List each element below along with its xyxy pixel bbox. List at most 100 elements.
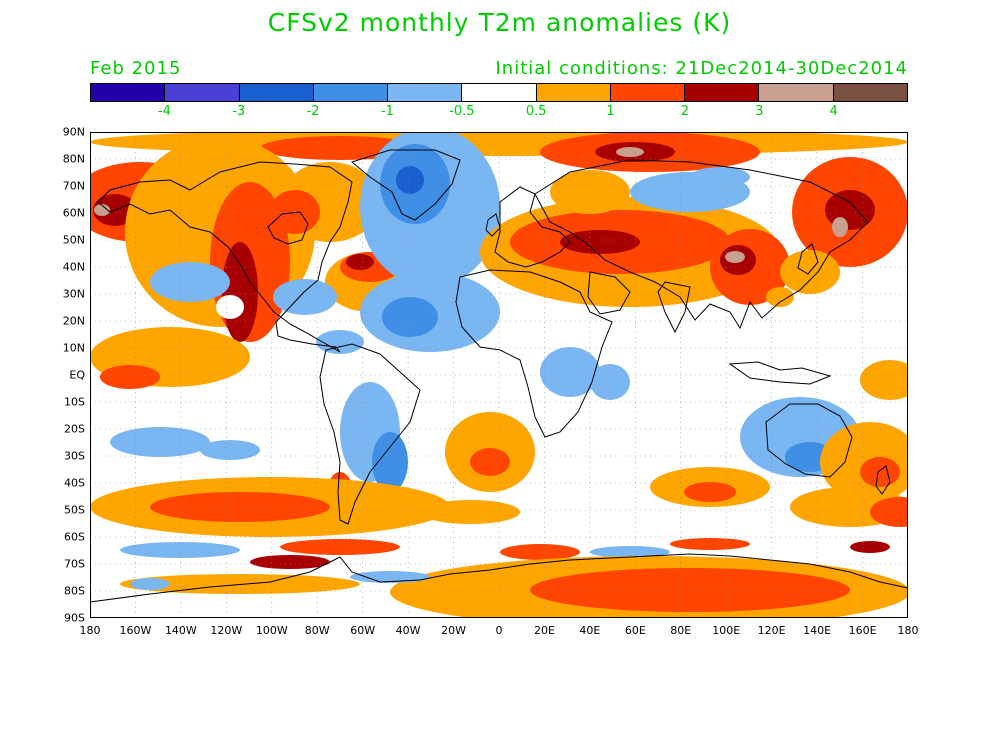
coastlines [90, 149, 908, 603]
colorbar-segment [313, 84, 389, 101]
colorbar-tick-label: 4 [829, 104, 838, 119]
colorbar-tick-label: -0.5 [449, 104, 475, 119]
map-frame [90, 132, 908, 618]
colorbar-segment [610, 84, 686, 101]
colorbar-tick-label: 2 [680, 104, 690, 119]
anomaly-region [120, 542, 240, 558]
colorbar-tick-label: 1 [606, 104, 615, 119]
colorbar-tick-label: 3 [755, 104, 764, 119]
latitude-label: 40S [64, 476, 85, 490]
anomaly-region [684, 482, 736, 502]
anomaly-region [372, 432, 408, 492]
anomaly-region [346, 254, 374, 270]
anomaly-region [316, 330, 364, 354]
colorbar-tick-label: 0.5 [525, 104, 547, 119]
anomaly-region [250, 555, 330, 569]
coastline-europe [494, 186, 571, 268]
latitude-label: 20N [62, 314, 85, 328]
coastline-new-zealand [875, 465, 891, 495]
longitude-label: 120W [210, 624, 243, 637]
latitude-label: 60S [64, 530, 85, 544]
anomaly-region [382, 297, 438, 337]
latitude-label: 80S [64, 584, 85, 598]
anomaly-region [273, 279, 337, 315]
anomaly-fields [90, 132, 908, 618]
coastline-arabia [587, 271, 631, 315]
colorbar-tick-label: -3 [232, 104, 246, 119]
coastline-japan [797, 243, 819, 275]
latitude-label: 90N [62, 125, 85, 139]
colorbar-tick-label: -2 [306, 104, 320, 119]
colorbar-segment [388, 84, 463, 101]
longitude-label: 80E [670, 624, 692, 637]
anomaly-region [766, 287, 794, 307]
latitude-label: 40N [62, 260, 85, 274]
coastline-greenland [350, 149, 461, 221]
latitude-label: 70S [64, 557, 85, 571]
anomaly-region [850, 541, 890, 553]
latitude-label: 10N [62, 341, 85, 355]
anomaly-region [420, 500, 520, 524]
coastline-south-america [319, 343, 421, 525]
anomaly-region [216, 295, 244, 319]
anomaly-region [200, 440, 260, 460]
colorbar-segment [759, 84, 834, 101]
latitude-label: 60N [62, 206, 85, 220]
anomaly-region [560, 230, 640, 254]
anomaly-region [500, 544, 580, 560]
longitude-label: 160W [119, 624, 152, 637]
colorbar-segment [833, 84, 907, 101]
anomaly-region [690, 167, 750, 187]
longitude-label: 40E [579, 624, 601, 637]
anomaly-region [860, 360, 908, 400]
longitude-label: 60E [624, 624, 646, 637]
anomaly-region [590, 364, 630, 400]
latitude-label: EQ [69, 368, 85, 382]
colorbar-segment [165, 84, 240, 101]
longitude-label: 100W [255, 624, 288, 637]
latitude-label: 80N [62, 152, 85, 166]
anomaly-region [530, 568, 850, 612]
coastline-uk [485, 213, 501, 237]
forecast-month: Feb 2015 [90, 58, 182, 79]
longitude-label: 20W [441, 624, 466, 637]
colorbar-tick-label: -4 [157, 104, 171, 119]
longitude-label: 140E [803, 624, 832, 637]
colorbar-segment [685, 84, 760, 101]
latitude-label: 20S [64, 422, 85, 436]
colorbar-segment [536, 84, 611, 101]
longitude-label: 180 [897, 624, 919, 637]
latitude-label: 50N [62, 233, 85, 247]
anomaly-region [110, 427, 210, 457]
longitude-label: 180 [79, 624, 101, 637]
colorbar [90, 83, 908, 102]
anomaly-region [100, 365, 160, 389]
anomaly-region [590, 546, 670, 558]
initial-conditions: Initial conditions: 21Dec2014-30Dec2014 [495, 58, 908, 79]
latitude-label: 90S [64, 611, 85, 625]
anomaly-region [470, 448, 510, 476]
longitude-label: 60W [350, 624, 376, 637]
map-gridlines [90, 132, 908, 618]
longitude-label: 160E [848, 624, 877, 637]
latitude-label: 70N [62, 179, 85, 193]
latitude-label: 30S [64, 449, 85, 463]
anomaly-region [130, 578, 170, 590]
colorbar-segment [91, 84, 166, 101]
anomaly-region [725, 251, 745, 263]
anomaly-region [832, 217, 848, 237]
anomaly-region [616, 147, 644, 157]
anomaly-region [150, 262, 230, 302]
longitude-label: 140W [164, 624, 197, 637]
anomaly-region [860, 457, 900, 487]
longitude-label: 100E [712, 624, 741, 637]
anomaly-region [870, 497, 908, 527]
coastline-australia [765, 403, 853, 478]
longitude-label: 20E [533, 624, 555, 637]
colorbar-segment [239, 84, 314, 101]
anomaly-region [670, 538, 750, 550]
latitude-label: 50S [64, 503, 85, 517]
longitude-label: 80W [304, 624, 330, 637]
anomaly-region [540, 347, 600, 397]
chart-title: CFSv2 monthly T2m anomalies (K) [267, 8, 732, 37]
